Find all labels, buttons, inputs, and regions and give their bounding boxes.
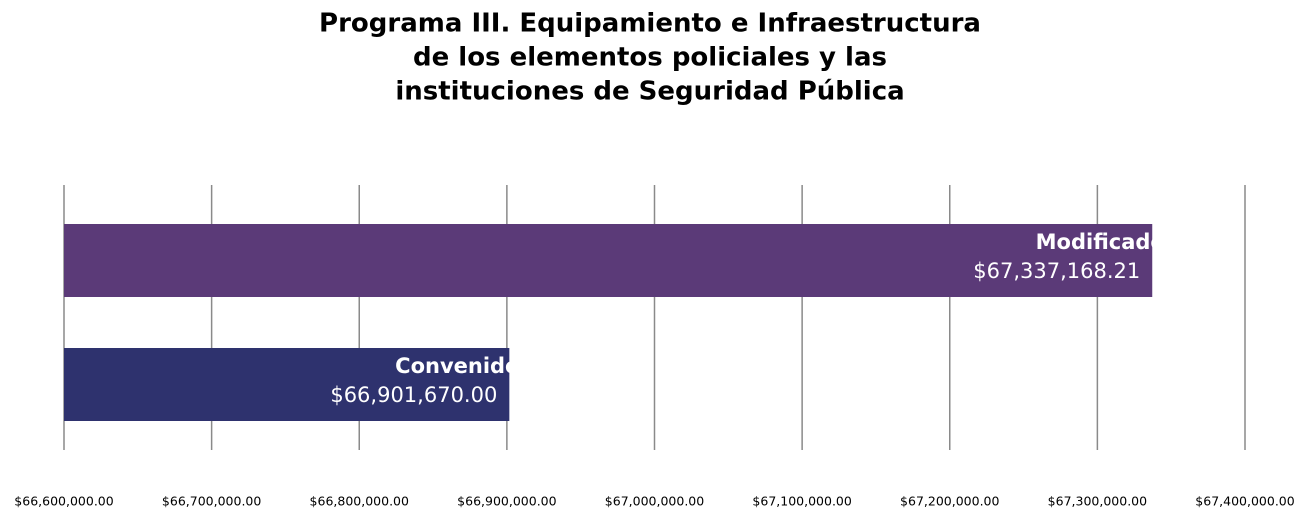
x-tick-label: $66,700,000.00	[162, 494, 261, 509]
x-tick-label: $67,100,000.00	[752, 494, 851, 509]
x-tick-label: $66,800,000.00	[310, 494, 409, 509]
chart-title: Programa III. Equipamiento e Infraestruc…	[319, 9, 981, 39]
bar	[64, 348, 510, 421]
chart-title: de los elementos policiales y las	[413, 43, 887, 73]
x-tick-label: $66,900,000.00	[457, 494, 556, 509]
x-tick-label: $67,200,000.00	[900, 494, 999, 509]
x-tick-label: $67,300,000.00	[1048, 494, 1147, 509]
bar-category-label: Modificado	[1036, 230, 1165, 254]
bar-value-label: $67,337,168.21	[973, 259, 1140, 283]
x-tick-label: $67,000,000.00	[605, 494, 704, 509]
chart-title: instituciones de Seguridad Pública	[395, 77, 904, 107]
x-tick-label: $67,400,000.00	[1195, 494, 1294, 509]
bar-category-label: Convenido	[395, 354, 519, 378]
x-tick-label: $66,600,000.00	[14, 494, 113, 509]
bar	[64, 224, 1153, 297]
bar-value-label: $66,901,670.00	[330, 383, 497, 407]
